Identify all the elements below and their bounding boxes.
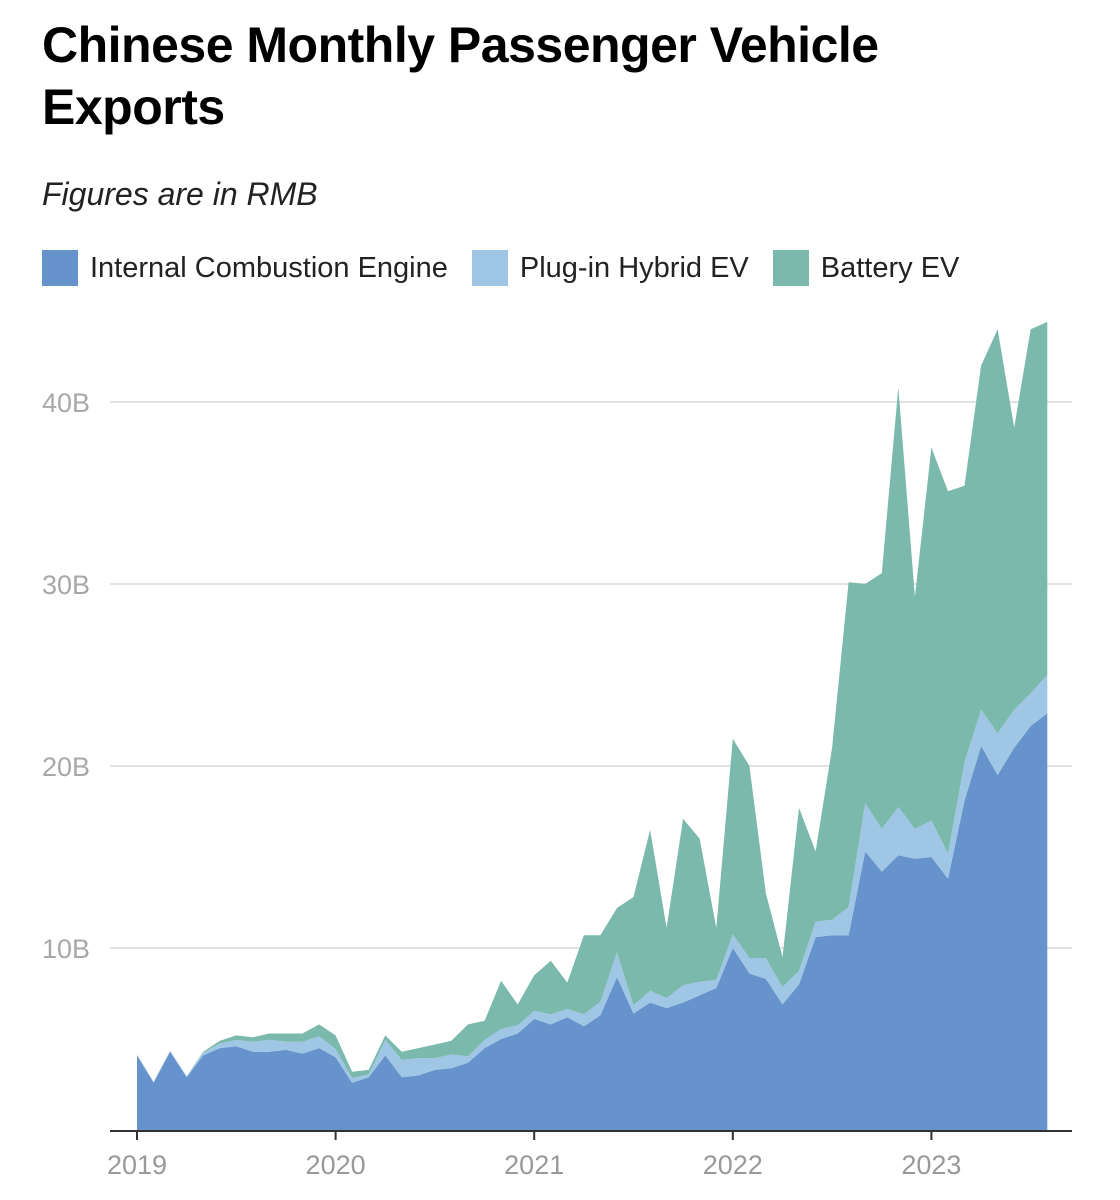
chart-legend: Internal Combustion Engine Plug-in Hybri… [42, 250, 983, 286]
legend-label-ice: Internal Combustion Engine [90, 251, 448, 284]
legend-item-phev: Plug-in Hybrid EV [471, 250, 749, 286]
y-tick-label-20B: 20B [42, 752, 90, 782]
legend-swatch-ice [42, 250, 78, 286]
legend-label-bev: Battery EV [820, 251, 960, 284]
x-tick-label-2023: 2023 [901, 1150, 961, 1180]
legend-item-bev: Battery EV [772, 250, 960, 286]
area-ice [137, 713, 1048, 1130]
y-tick-label-40B: 40B [42, 388, 90, 418]
legend-label-phev: Plug-in Hybrid EV [519, 251, 749, 284]
y-tick-label-30B: 30B [42, 570, 90, 600]
x-tick-label-2019: 2019 [107, 1150, 167, 1180]
chart-subtitle: Figures are in RMB [42, 176, 318, 212]
legend-swatch-bev [772, 250, 809, 286]
legend-swatch-phev [471, 250, 508, 286]
x-tick-label-2020: 2020 [306, 1150, 366, 1180]
chart-title: Chinese Monthly Passenger Vehicle Export… [42, 17, 879, 135]
legend-item-ice: Internal Combustion Engine [42, 250, 448, 286]
area-bev [137, 321, 1048, 1082]
y-tick-label-10B: 10B [42, 934, 90, 964]
area-phev [137, 675, 1048, 1083]
x-tick-label-2022: 2022 [703, 1150, 763, 1180]
x-tick-label-2021: 2021 [504, 1150, 564, 1180]
